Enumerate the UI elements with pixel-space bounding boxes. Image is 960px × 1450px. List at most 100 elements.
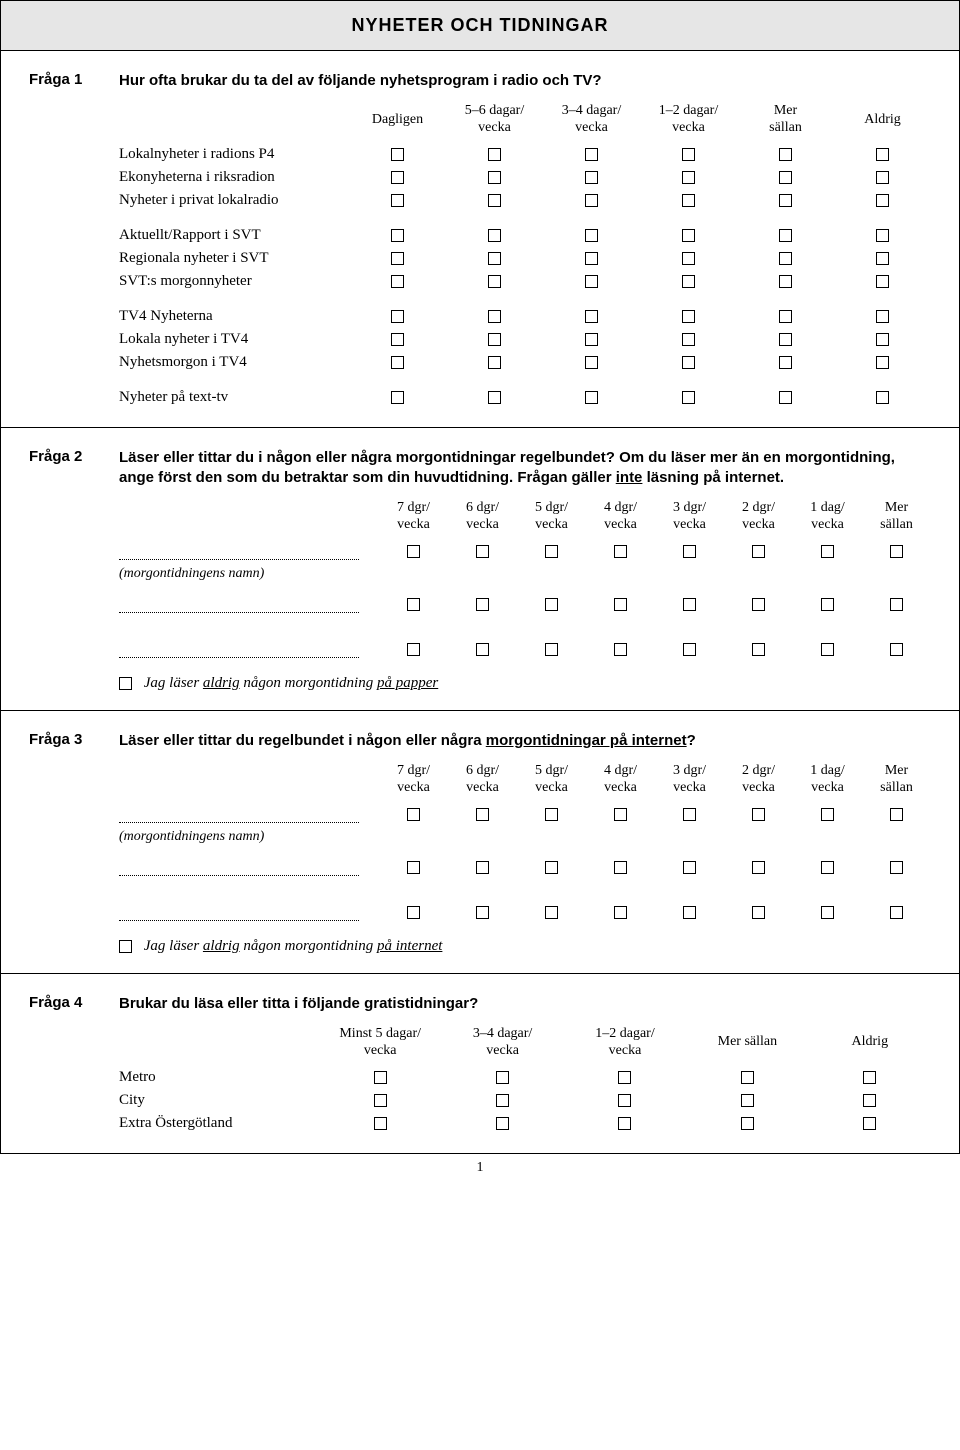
q2-cb-2-4[interactable] — [683, 643, 696, 656]
q4-cb-1-1[interactable] — [496, 1094, 509, 1107]
q2-cb-0-1[interactable] — [476, 545, 489, 558]
q2-cb-2-7[interactable] — [890, 643, 903, 656]
q4-cb-1-0[interactable] — [374, 1094, 387, 1107]
q1-cb-2-2-0[interactable] — [391, 356, 404, 369]
q4-cb-0-2[interactable] — [618, 1071, 631, 1084]
q2-name-input-2[interactable] — [119, 646, 359, 658]
q2-cb-0-3[interactable] — [614, 545, 627, 558]
q1-cb-2-1-5[interactable] — [876, 333, 889, 346]
q1-cb-0-2-0[interactable] — [391, 194, 404, 207]
q1-cb-2-0-4[interactable] — [779, 310, 792, 323]
q3-cb-0-5[interactable] — [752, 808, 765, 821]
q1-cb-0-2-1[interactable] — [488, 194, 501, 207]
q1-cb-1-2-0[interactable] — [391, 275, 404, 288]
q4-cb-0-4[interactable] — [863, 1071, 876, 1084]
q1-cb-1-1-3[interactable] — [682, 252, 695, 265]
q2-cb-1-7[interactable] — [890, 598, 903, 611]
q1-cb-0-2-5[interactable] — [876, 194, 889, 207]
q3-cb-0-4[interactable] — [683, 808, 696, 821]
q2-cb-2-5[interactable] — [752, 643, 765, 656]
q1-cb-0-0-5[interactable] — [876, 148, 889, 161]
q1-cb-2-0-0[interactable] — [391, 310, 404, 323]
q3-never-checkbox[interactable] — [119, 940, 132, 953]
q3-name-input-0[interactable] — [119, 811, 359, 823]
q1-cb-1-2-4[interactable] — [779, 275, 792, 288]
q3-cb-0-1[interactable] — [476, 808, 489, 821]
q1-cb-1-2-1[interactable] — [488, 275, 501, 288]
q1-cb-0-1-2[interactable] — [585, 171, 598, 184]
q4-cb-0-1[interactable] — [496, 1071, 509, 1084]
q1-cb-3-0-2[interactable] — [585, 391, 598, 404]
q4-cb-2-3[interactable] — [741, 1117, 754, 1130]
q2-cb-2-3[interactable] — [614, 643, 627, 656]
q2-cb-2-2[interactable] — [545, 643, 558, 656]
q1-cb-2-0-5[interactable] — [876, 310, 889, 323]
q1-cb-0-2-2[interactable] — [585, 194, 598, 207]
q1-cb-1-0-5[interactable] — [876, 229, 889, 242]
q2-cb-0-2[interactable] — [545, 545, 558, 558]
q1-cb-0-2-4[interactable] — [779, 194, 792, 207]
q1-cb-0-0-4[interactable] — [779, 148, 792, 161]
q3-cb-1-7[interactable] — [890, 861, 903, 874]
q2-cb-2-1[interactable] — [476, 643, 489, 656]
q1-cb-0-1-4[interactable] — [779, 171, 792, 184]
q1-cb-3-0-1[interactable] — [488, 391, 501, 404]
q1-cb-2-1-0[interactable] — [391, 333, 404, 346]
q1-cb-0-1-0[interactable] — [391, 171, 404, 184]
q2-cb-1-3[interactable] — [614, 598, 627, 611]
q3-cb-2-1[interactable] — [476, 906, 489, 919]
q1-cb-0-0-2[interactable] — [585, 148, 598, 161]
q2-cb-1-0[interactable] — [407, 598, 420, 611]
q4-cb-2-4[interactable] — [863, 1117, 876, 1130]
q4-cb-0-3[interactable] — [741, 1071, 754, 1084]
q1-cb-1-0-0[interactable] — [391, 229, 404, 242]
q1-cb-1-2-2[interactable] — [585, 275, 598, 288]
q2-name-input-1[interactable] — [119, 601, 359, 613]
q3-cb-1-1[interactable] — [476, 861, 489, 874]
q3-cb-2-3[interactable] — [614, 906, 627, 919]
q4-cb-1-4[interactable] — [863, 1094, 876, 1107]
q3-cb-2-4[interactable] — [683, 906, 696, 919]
q1-cb-1-0-4[interactable] — [779, 229, 792, 242]
q1-cb-0-1-3[interactable] — [682, 171, 695, 184]
q2-cb-1-1[interactable] — [476, 598, 489, 611]
q1-cb-2-1-3[interactable] — [682, 333, 695, 346]
q2-cb-1-5[interactable] — [752, 598, 765, 611]
q1-cb-1-0-2[interactable] — [585, 229, 598, 242]
q1-cb-2-2-2[interactable] — [585, 356, 598, 369]
q1-cb-1-0-1[interactable] — [488, 229, 501, 242]
q2-cb-0-4[interactable] — [683, 545, 696, 558]
q1-cb-2-0-3[interactable] — [682, 310, 695, 323]
q2-cb-0-5[interactable] — [752, 545, 765, 558]
q1-cb-2-1-2[interactable] — [585, 333, 598, 346]
q1-cb-0-2-3[interactable] — [682, 194, 695, 207]
q1-cb-2-2-4[interactable] — [779, 356, 792, 369]
q2-cb-0-7[interactable] — [890, 545, 903, 558]
q1-cb-0-0-0[interactable] — [391, 148, 404, 161]
q1-cb-1-1-4[interactable] — [779, 252, 792, 265]
q4-cb-1-2[interactable] — [618, 1094, 631, 1107]
q3-cb-2-6[interactable] — [821, 906, 834, 919]
q3-cb-0-6[interactable] — [821, 808, 834, 821]
q1-cb-0-1-1[interactable] — [488, 171, 501, 184]
q1-cb-2-1-4[interactable] — [779, 333, 792, 346]
q3-cb-1-6[interactable] — [821, 861, 834, 874]
q1-cb-2-0-1[interactable] — [488, 310, 501, 323]
q1-cb-2-2-3[interactable] — [682, 356, 695, 369]
q3-cb-0-3[interactable] — [614, 808, 627, 821]
q2-cb-2-0[interactable] — [407, 643, 420, 656]
q1-cb-2-2-1[interactable] — [488, 356, 501, 369]
q1-cb-2-1-1[interactable] — [488, 333, 501, 346]
q3-cb-1-0[interactable] — [407, 861, 420, 874]
q3-cb-2-0[interactable] — [407, 906, 420, 919]
q3-cb-2-2[interactable] — [545, 906, 558, 919]
q4-cb-2-1[interactable] — [496, 1117, 509, 1130]
q3-cb-1-3[interactable] — [614, 861, 627, 874]
q2-cb-1-2[interactable] — [545, 598, 558, 611]
q3-cb-1-2[interactable] — [545, 861, 558, 874]
q3-name-input-2[interactable] — [119, 909, 359, 921]
q2-cb-0-6[interactable] — [821, 545, 834, 558]
q1-cb-1-1-5[interactable] — [876, 252, 889, 265]
q3-cb-0-0[interactable] — [407, 808, 420, 821]
q1-cb-2-2-5[interactable] — [876, 356, 889, 369]
